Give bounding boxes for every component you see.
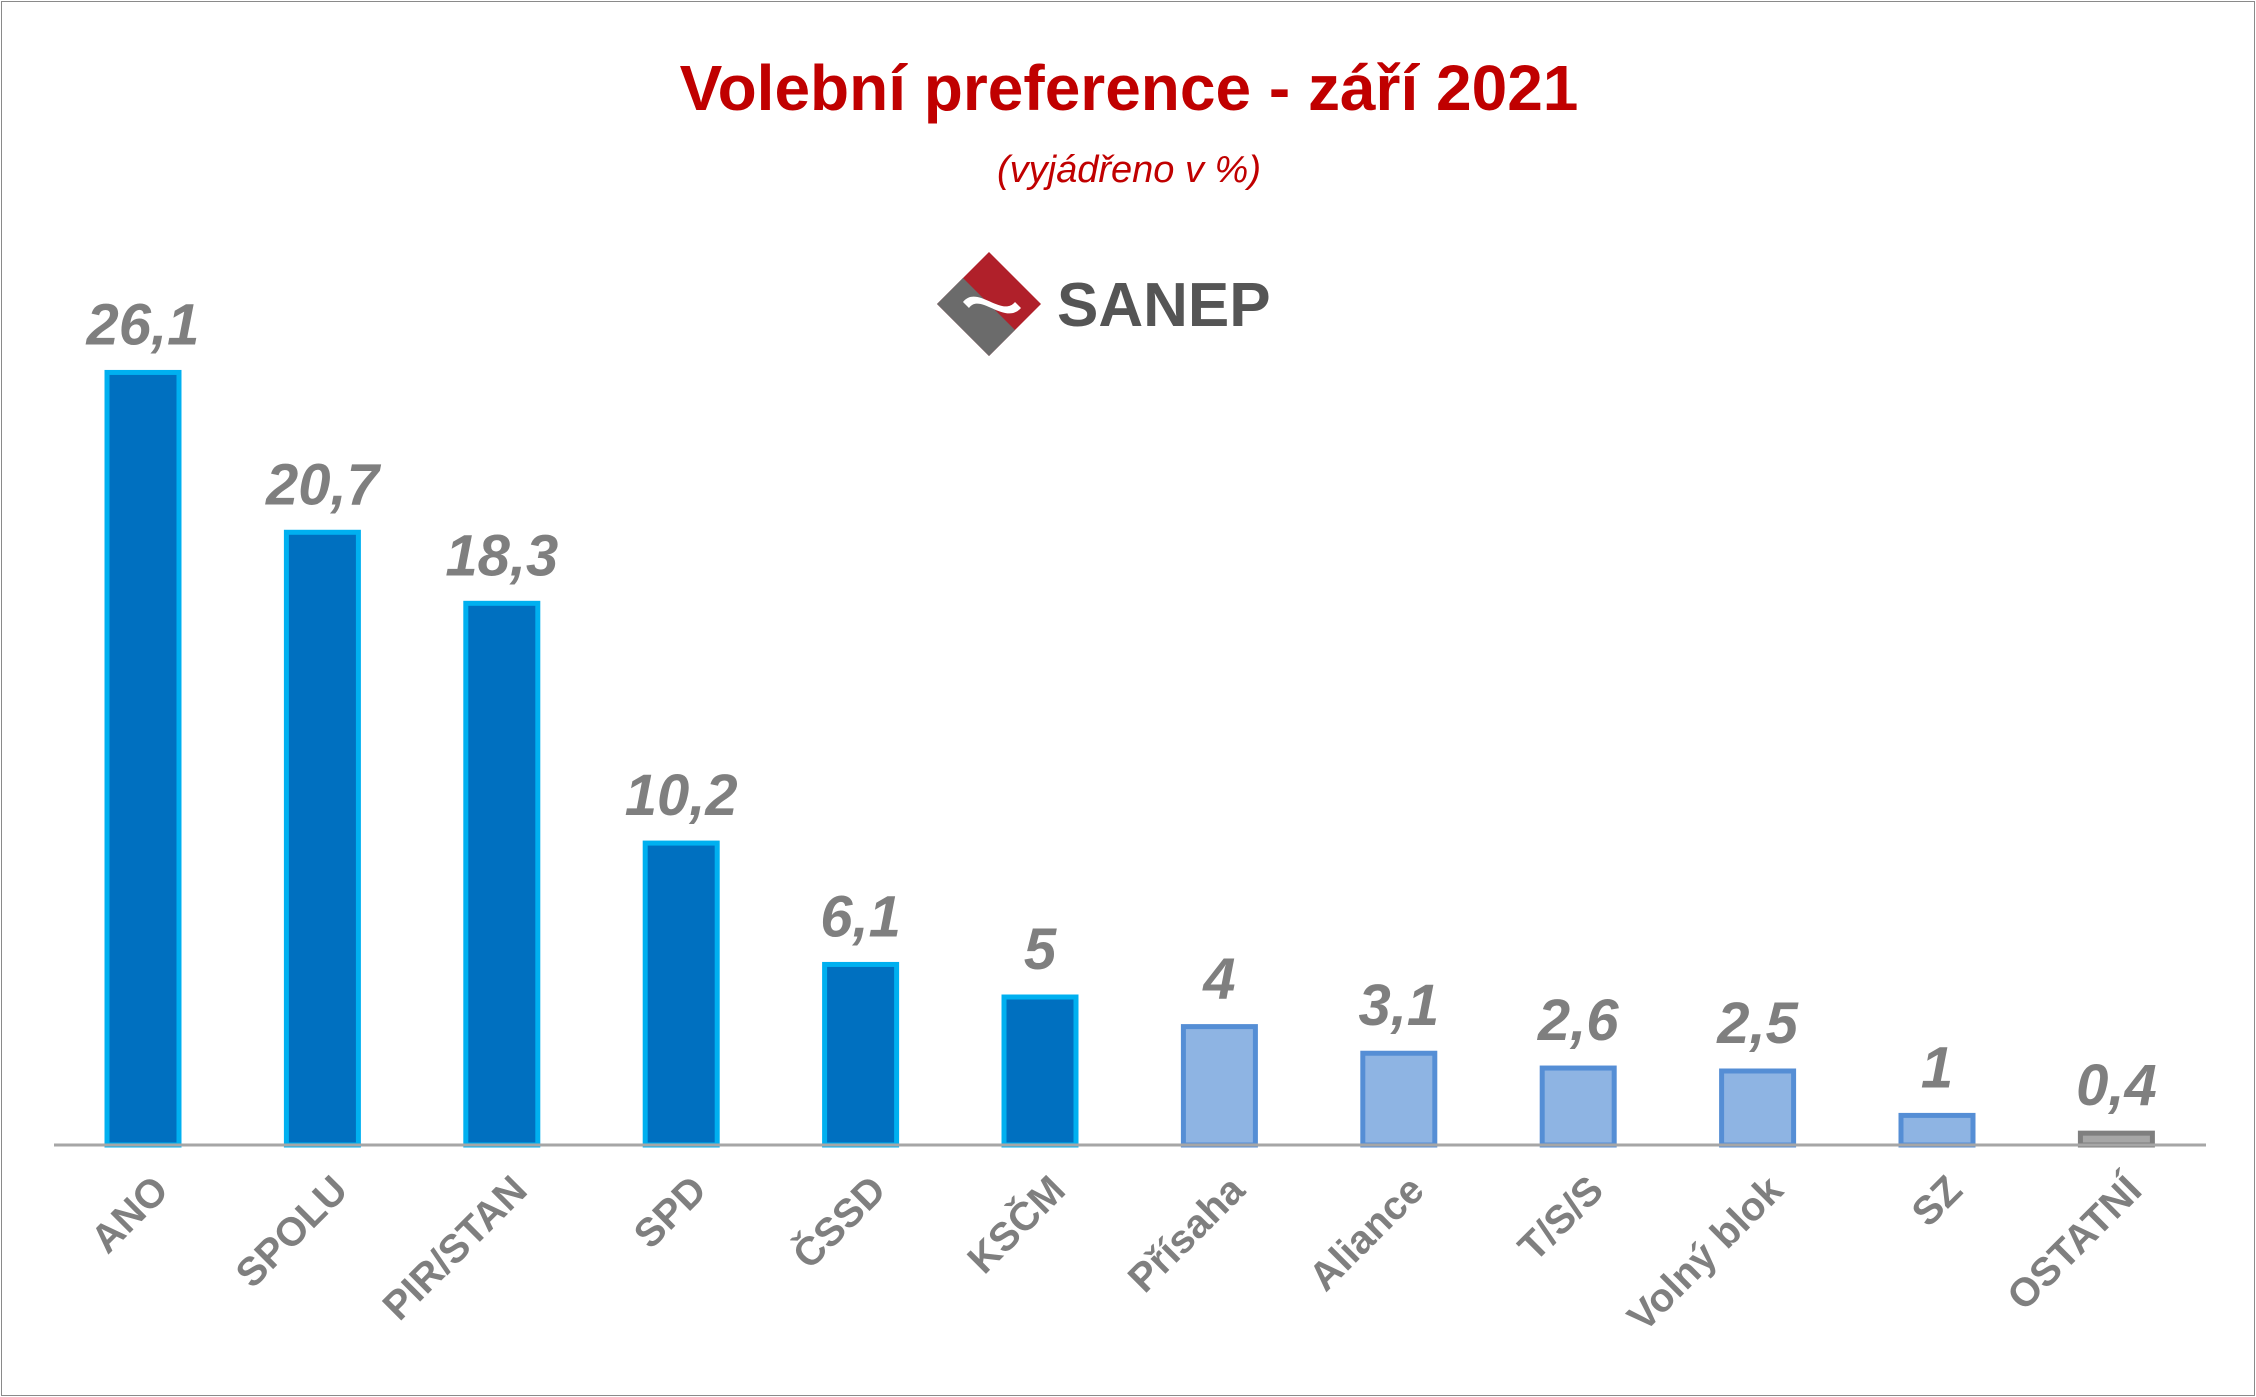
bar-0 (104, 369, 182, 1148)
value-label-9: 2,5 (1716, 991, 1798, 1056)
value-label-6: 4 (1202, 947, 1235, 1012)
value-label-7: 3,1 (1358, 973, 1439, 1038)
bar-2 (463, 600, 541, 1148)
category-label-5: KSČM (958, 1166, 1074, 1282)
category-label-3: SPD (626, 1168, 715, 1257)
value-label-3: 10,2 (625, 763, 738, 828)
bar-5 (1001, 994, 1079, 1148)
value-labels-layer: 26,1 20,7 18,3 10,2 6,1 5 4 3,1 2,6 2,5 1 0,4 (86, 292, 2157, 1118)
value-label-2: 18,3 (445, 523, 558, 588)
category-label-6: Přísaha (1120, 1167, 1254, 1301)
category-label-7: Aliance (1301, 1168, 1433, 1300)
value-label-4: 6,1 (820, 884, 901, 949)
category-label-11: OSTATNÍ (1998, 1166, 2150, 1318)
bar-11 (2077, 1130, 2155, 1148)
bars-layer (104, 369, 2155, 1148)
bar-4 (822, 961, 900, 1148)
category-labels-layer: ANO SPOLU PIR/STAN SPD ČSSD KSČM Přísaha Alianc… (83, 1166, 2151, 1339)
bar-1 (283, 529, 361, 1148)
value-label-1: 20,7 (265, 452, 382, 517)
bar-8 (1539, 1065, 1617, 1148)
value-label-5: 5 (1024, 917, 1057, 982)
bar-9 (1719, 1068, 1797, 1148)
category-label-9: Volný blok (1619, 1167, 1792, 1340)
bar-7 (1360, 1050, 1438, 1148)
value-label-0: 26,1 (86, 292, 200, 357)
chart-title: Volební preference - září 2021 (680, 52, 1579, 124)
category-label-2: PIR/STAN (375, 1168, 536, 1329)
value-label-11: 0,4 (2076, 1053, 2157, 1118)
category-label-0: ANO (83, 1168, 177, 1262)
value-label-10: 1 (1921, 1035, 1953, 1100)
sanep-logo: SANEP (937, 252, 1271, 356)
category-label-4: ČSSD (783, 1166, 894, 1277)
bar-6 (1180, 1024, 1258, 1148)
category-label-8: T/S/S (1510, 1168, 1612, 1270)
chart-subtitle: (vyjádřeno v %) (997, 149, 1261, 191)
sanep-logo-icon (937, 252, 1041, 356)
bar-10 (1898, 1112, 1976, 1148)
value-label-8: 2,6 (1537, 988, 1619, 1053)
sanep-logo-text: SANEP (1057, 271, 1271, 340)
bar-3 (642, 840, 720, 1148)
category-label-1: SPOLU (228, 1168, 357, 1297)
category-label-10: SZ (1904, 1168, 1971, 1235)
